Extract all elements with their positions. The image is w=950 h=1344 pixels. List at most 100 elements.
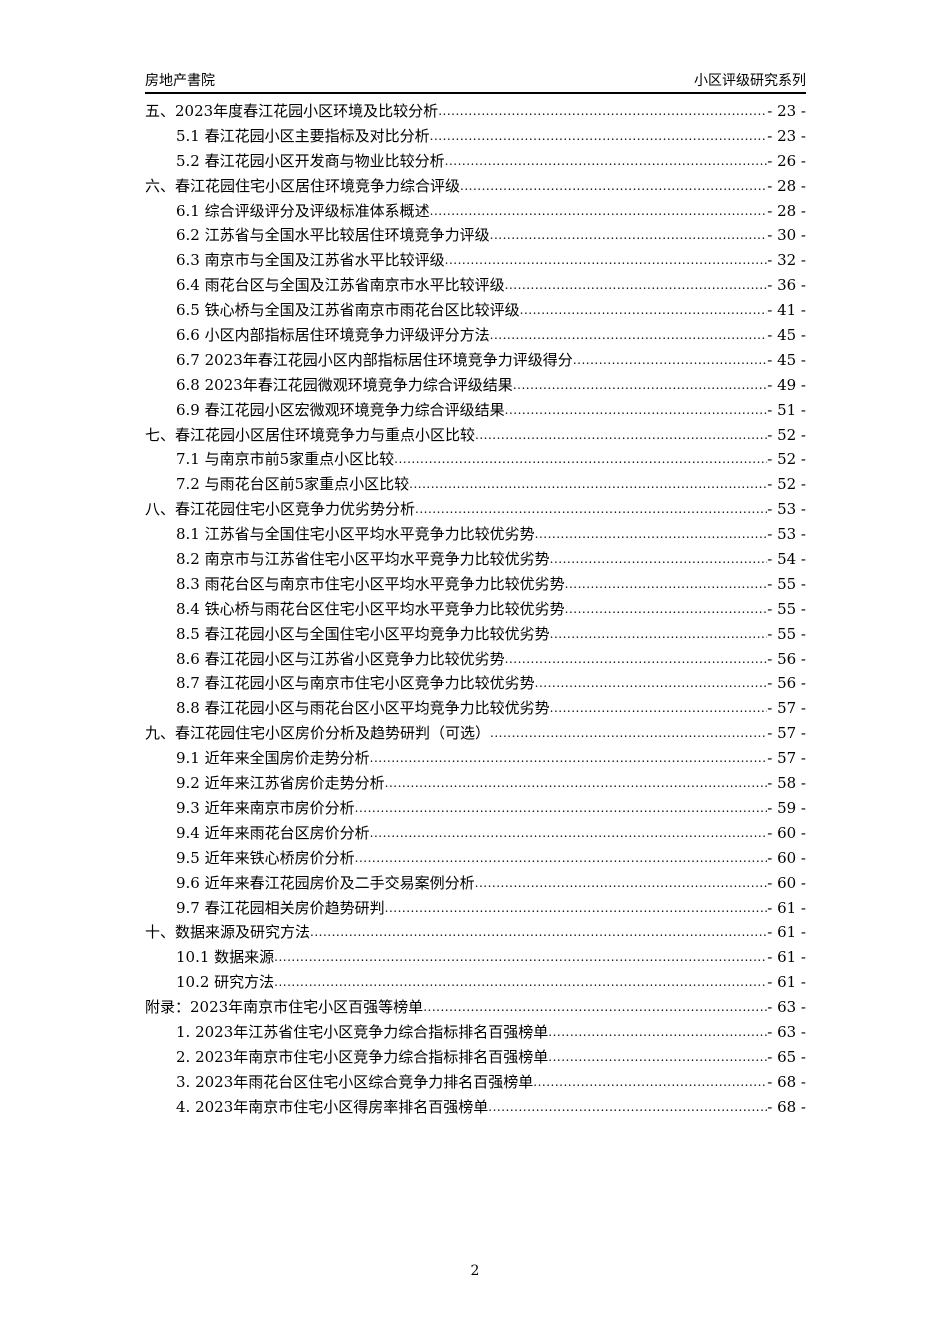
- toc-entry-title: 8.2 南京市与江苏省住宅小区平均水平竞争力比较优劣势: [176, 550, 550, 569]
- dot-leader: [550, 622, 768, 647]
- toc-entry[interactable]: 附录：2023年南京市住宅小区百强等榜单 - 63 -: [145, 995, 806, 1020]
- dot-leader: [475, 871, 768, 896]
- toc-entry[interactable]: 六、春江花园住宅小区居住环境竞争力综合评级 - 28 -: [145, 174, 806, 199]
- toc-entry-title: 5.2 春江花园小区开发商与物业比较分析: [176, 151, 445, 170]
- toc-entry[interactable]: 6.3 南京市与全国及江苏省水平比较评级 - 32 -: [145, 248, 806, 273]
- toc-entry-page: - 52 -: [767, 425, 806, 444]
- toc-entry[interactable]: 4. 2023年南京市住宅小区得房率排名百强榜单 - 68 -: [145, 1095, 806, 1120]
- toc-entry[interactable]: 8.5 春江花园小区与全国住宅小区平均竞争力比较优劣势 - 55 -: [145, 622, 806, 647]
- toc-entry-title: 4. 2023年南京市住宅小区得房率排名百强榜单: [176, 1097, 489, 1116]
- toc-entry[interactable]: 九、春江花园住宅小区房价分析及趋势研判（可选） - 57 -: [145, 721, 806, 746]
- toc-entry-title: 7.1 与南京市前5家重点小区比较: [176, 450, 395, 469]
- toc-entry[interactable]: 8.7 春江花园小区与南京市住宅小区竞争力比较优劣势 - 56 -: [145, 671, 806, 696]
- toc-entry-page: - 63 -: [767, 998, 806, 1017]
- toc-entry[interactable]: 8.4 铁心桥与雨花台区住宅小区平均水平竞争力比较优劣势 - 55 -: [145, 597, 806, 622]
- toc-entry-page: - 55 -: [767, 624, 806, 643]
- dot-leader: [490, 223, 768, 248]
- dot-leader: [565, 597, 768, 622]
- toc-entry-title: 五、2023年度春江花园小区环境及比较分析: [145, 102, 439, 120]
- toc-entry[interactable]: 6.5 铁心桥与全国及江苏省南京市雨花台区比较评级 - 41 -: [145, 298, 806, 323]
- toc-entry-page: - 56 -: [767, 649, 806, 668]
- toc-entry-page: - 57 -: [767, 724, 806, 743]
- toc-entry[interactable]: 7.1 与南京市前5家重点小区比较 - 52 -: [145, 447, 806, 472]
- toc-entry[interactable]: 6.9 春江花园小区宏微观环境竞争力综合评级结果 - 51 -: [145, 398, 806, 423]
- dot-leader: [520, 298, 768, 323]
- toc-entry-title: 6.1 综合评级评分及评级标准体系概述: [176, 201, 430, 220]
- toc-entry-page: - 57 -: [767, 749, 806, 768]
- toc-entry-title: 8.3 雨花台区与南京市住宅小区平均水平竞争力比较优劣势: [176, 574, 565, 593]
- page-header: 房地产書院 小区评级研究系列: [145, 66, 806, 94]
- toc-entry[interactable]: 6.6 小区内部指标居住环境竞争力评级评分方法 - 45 -: [145, 323, 806, 348]
- toc-entry[interactable]: 七、春江花园小区居住环境竞争力与重点小区比较 - 52 -: [145, 423, 806, 448]
- toc-entry-page: - 63 -: [767, 1022, 806, 1041]
- dot-leader: [475, 423, 767, 448]
- toc-entry-title: 2. 2023年南京市住宅小区竞争力综合指标排名百强榜单: [176, 1047, 549, 1066]
- dot-leader: [490, 323, 768, 348]
- toc-entry-page: - 61 -: [767, 948, 806, 967]
- toc-entry[interactable]: 9.4 近年来雨花台区房价分析 - 60 -: [145, 821, 806, 846]
- toc-entry-page: - 59 -: [767, 798, 806, 817]
- toc-entry-title: 8.8 春江花园小区与雨花台区小区平均竞争力比较优劣势: [176, 699, 550, 718]
- toc-entry-page: - 61 -: [767, 923, 806, 942]
- toc-entry[interactable]: 2. 2023年南京市住宅小区竞争力综合指标排名百强榜单 - 65 -: [145, 1045, 806, 1070]
- toc-entry-title: 1. 2023年江苏省住宅小区竞争力综合指标排名百强榜单: [176, 1022, 549, 1041]
- toc-entry[interactable]: 6.1 综合评级评分及评级标准体系概述 - 28 -: [145, 199, 806, 224]
- toc-entry[interactable]: 9.7 春江花园相关房价趋势研判 - 61 -: [145, 896, 806, 921]
- toc-entry-page: - 26 -: [767, 151, 806, 170]
- toc-entry-page: - 54 -: [767, 550, 806, 569]
- toc-entry[interactable]: 1. 2023年江苏省住宅小区竞争力综合指标排名百强榜单 - 63 -: [145, 1020, 806, 1045]
- header-right: 小区评级研究系列: [694, 73, 806, 89]
- toc-entry-page: - 68 -: [767, 1097, 806, 1116]
- toc-entry-title: 8.1 江苏省与全国住宅小区平均水平竞争力比较优劣势: [176, 525, 535, 544]
- toc-entry-title: 10.1 数据来源: [176, 948, 275, 967]
- dot-leader: [355, 796, 768, 821]
- toc-entry[interactable]: 5.1 春江花园小区主要指标及对比分析 - 23 -: [145, 124, 806, 149]
- toc-entry[interactable]: 8.2 南京市与江苏省住宅小区平均水平竞争力比较优劣势 - 54 -: [145, 547, 806, 572]
- toc-entry[interactable]: 9.5 近年来铁心桥房价分析 - 60 -: [145, 846, 806, 871]
- toc-entry[interactable]: 8.6 春江花园小区与江苏省小区竞争力比较优劣势 - 56 -: [145, 647, 806, 672]
- header-left: 房地产書院: [145, 73, 215, 89]
- toc-entry-title: 6.9 春江花园小区宏微观环境竞争力综合评级结果: [176, 400, 505, 419]
- toc-entry[interactable]: 6.4 雨花台区与全国及江苏省南京市水平比较评级 - 36 -: [145, 273, 806, 298]
- page-number: 2: [470, 1263, 480, 1279]
- toc-entry-title: 8.7 春江花园小区与南京市住宅小区竞争力比较优劣势: [176, 674, 535, 693]
- toc-entry-title: 6.3 南京市与全国及江苏省水平比较评级: [176, 251, 445, 270]
- dot-leader: [488, 1095, 767, 1120]
- toc-entry[interactable]: 8.8 春江花园小区与雨花台区小区平均竞争力比较优劣势 - 57 -: [145, 696, 806, 721]
- toc-entry-title: 8.6 春江花园小区与江苏省小区竞争力比较优劣势: [176, 649, 505, 668]
- toc-entry[interactable]: 6.2 江苏省与全国水平比较居住环境竞争力评级 - 30 -: [145, 223, 806, 248]
- toc-entry-title: 10.2 研究方法: [176, 973, 275, 992]
- toc-entry[interactable]: 9.2 近年来江苏省房价走势分析 - 58 -: [145, 771, 806, 796]
- toc-entry[interactable]: 8.3 雨花台区与南京市住宅小区平均水平竞争力比较优劣势 - 55 -: [145, 572, 806, 597]
- toc-entry-title: 6.5 铁心桥与全国及江苏省南京市雨花台区比较评级: [176, 301, 520, 320]
- toc-entry-page: - 49 -: [767, 375, 806, 394]
- toc-entry[interactable]: 五、2023年度春江花园小区环境及比较分析 - 23 -: [145, 99, 806, 124]
- toc-entry[interactable]: 9.3 近年来南京市房价分析 - 59 -: [145, 796, 806, 821]
- dot-leader: [535, 671, 768, 696]
- toc-entry-title: 9.6 近年来春江花园房价及二手交易案例分析: [176, 873, 475, 892]
- dot-leader: [490, 721, 767, 746]
- toc-entry[interactable]: 八、春江花园住宅小区竞争力优劣势分析 - 53 -: [145, 497, 806, 522]
- toc-entry[interactable]: 10.1 数据来源 - 61 -: [145, 945, 806, 970]
- toc-entry[interactable]: 3. 2023年雨花台区住宅小区综合竞争力排名百强榜单 - 68 -: [145, 1070, 806, 1095]
- dot-leader: [548, 1020, 767, 1045]
- dot-leader: [370, 821, 768, 846]
- toc-entry-title: 8.5 春江花园小区与全国住宅小区平均竞争力比较优劣势: [176, 624, 550, 643]
- toc-entry-title: 九、春江花园住宅小区房价分析及趋势研判（可选）: [145, 724, 491, 743]
- dot-leader: [445, 248, 768, 273]
- toc-entry-page: - 61 -: [767, 898, 806, 917]
- table-of-contents: 五、2023年度春江花园小区环境及比较分析 - 23 - 5.1 春江花园小区主要指…: [145, 99, 806, 1120]
- toc-entry[interactable]: 5.2 春江花园小区开发商与物业比较分析 - 26 -: [145, 149, 806, 174]
- dot-leader: [548, 1045, 767, 1070]
- toc-entry[interactable]: 十、数据来源及研究方法 - 61 -: [145, 920, 806, 945]
- toc-entry[interactable]: 6.8 2023年春江花园微观环境竞争力综合评级结果 - 49 -: [145, 373, 806, 398]
- toc-entry[interactable]: 8.1 江苏省与全国住宅小区平均水平竞争力比较优劣势 - 53 -: [145, 522, 806, 547]
- toc-entry-page: - 28 -: [767, 201, 806, 220]
- toc-entry[interactable]: 9.6 近年来春江花园房价及二手交易案例分析 - 60 -: [145, 871, 806, 896]
- toc-entry-page: - 23 -: [767, 102, 806, 120]
- toc-entry[interactable]: 10.2 研究方法 - 61 -: [145, 970, 806, 995]
- toc-entry[interactable]: 7.2 与雨花台区前5家重点小区比较 - 52 -: [145, 472, 806, 497]
- toc-entry[interactable]: 6.7 2023年春江花园小区内部指标居住环境竞争力评级得分 - 45 -: [145, 348, 806, 373]
- toc-entry[interactable]: 9.1 近年来全国房价走势分析 - 57 -: [145, 746, 806, 771]
- dot-leader: [355, 846, 768, 871]
